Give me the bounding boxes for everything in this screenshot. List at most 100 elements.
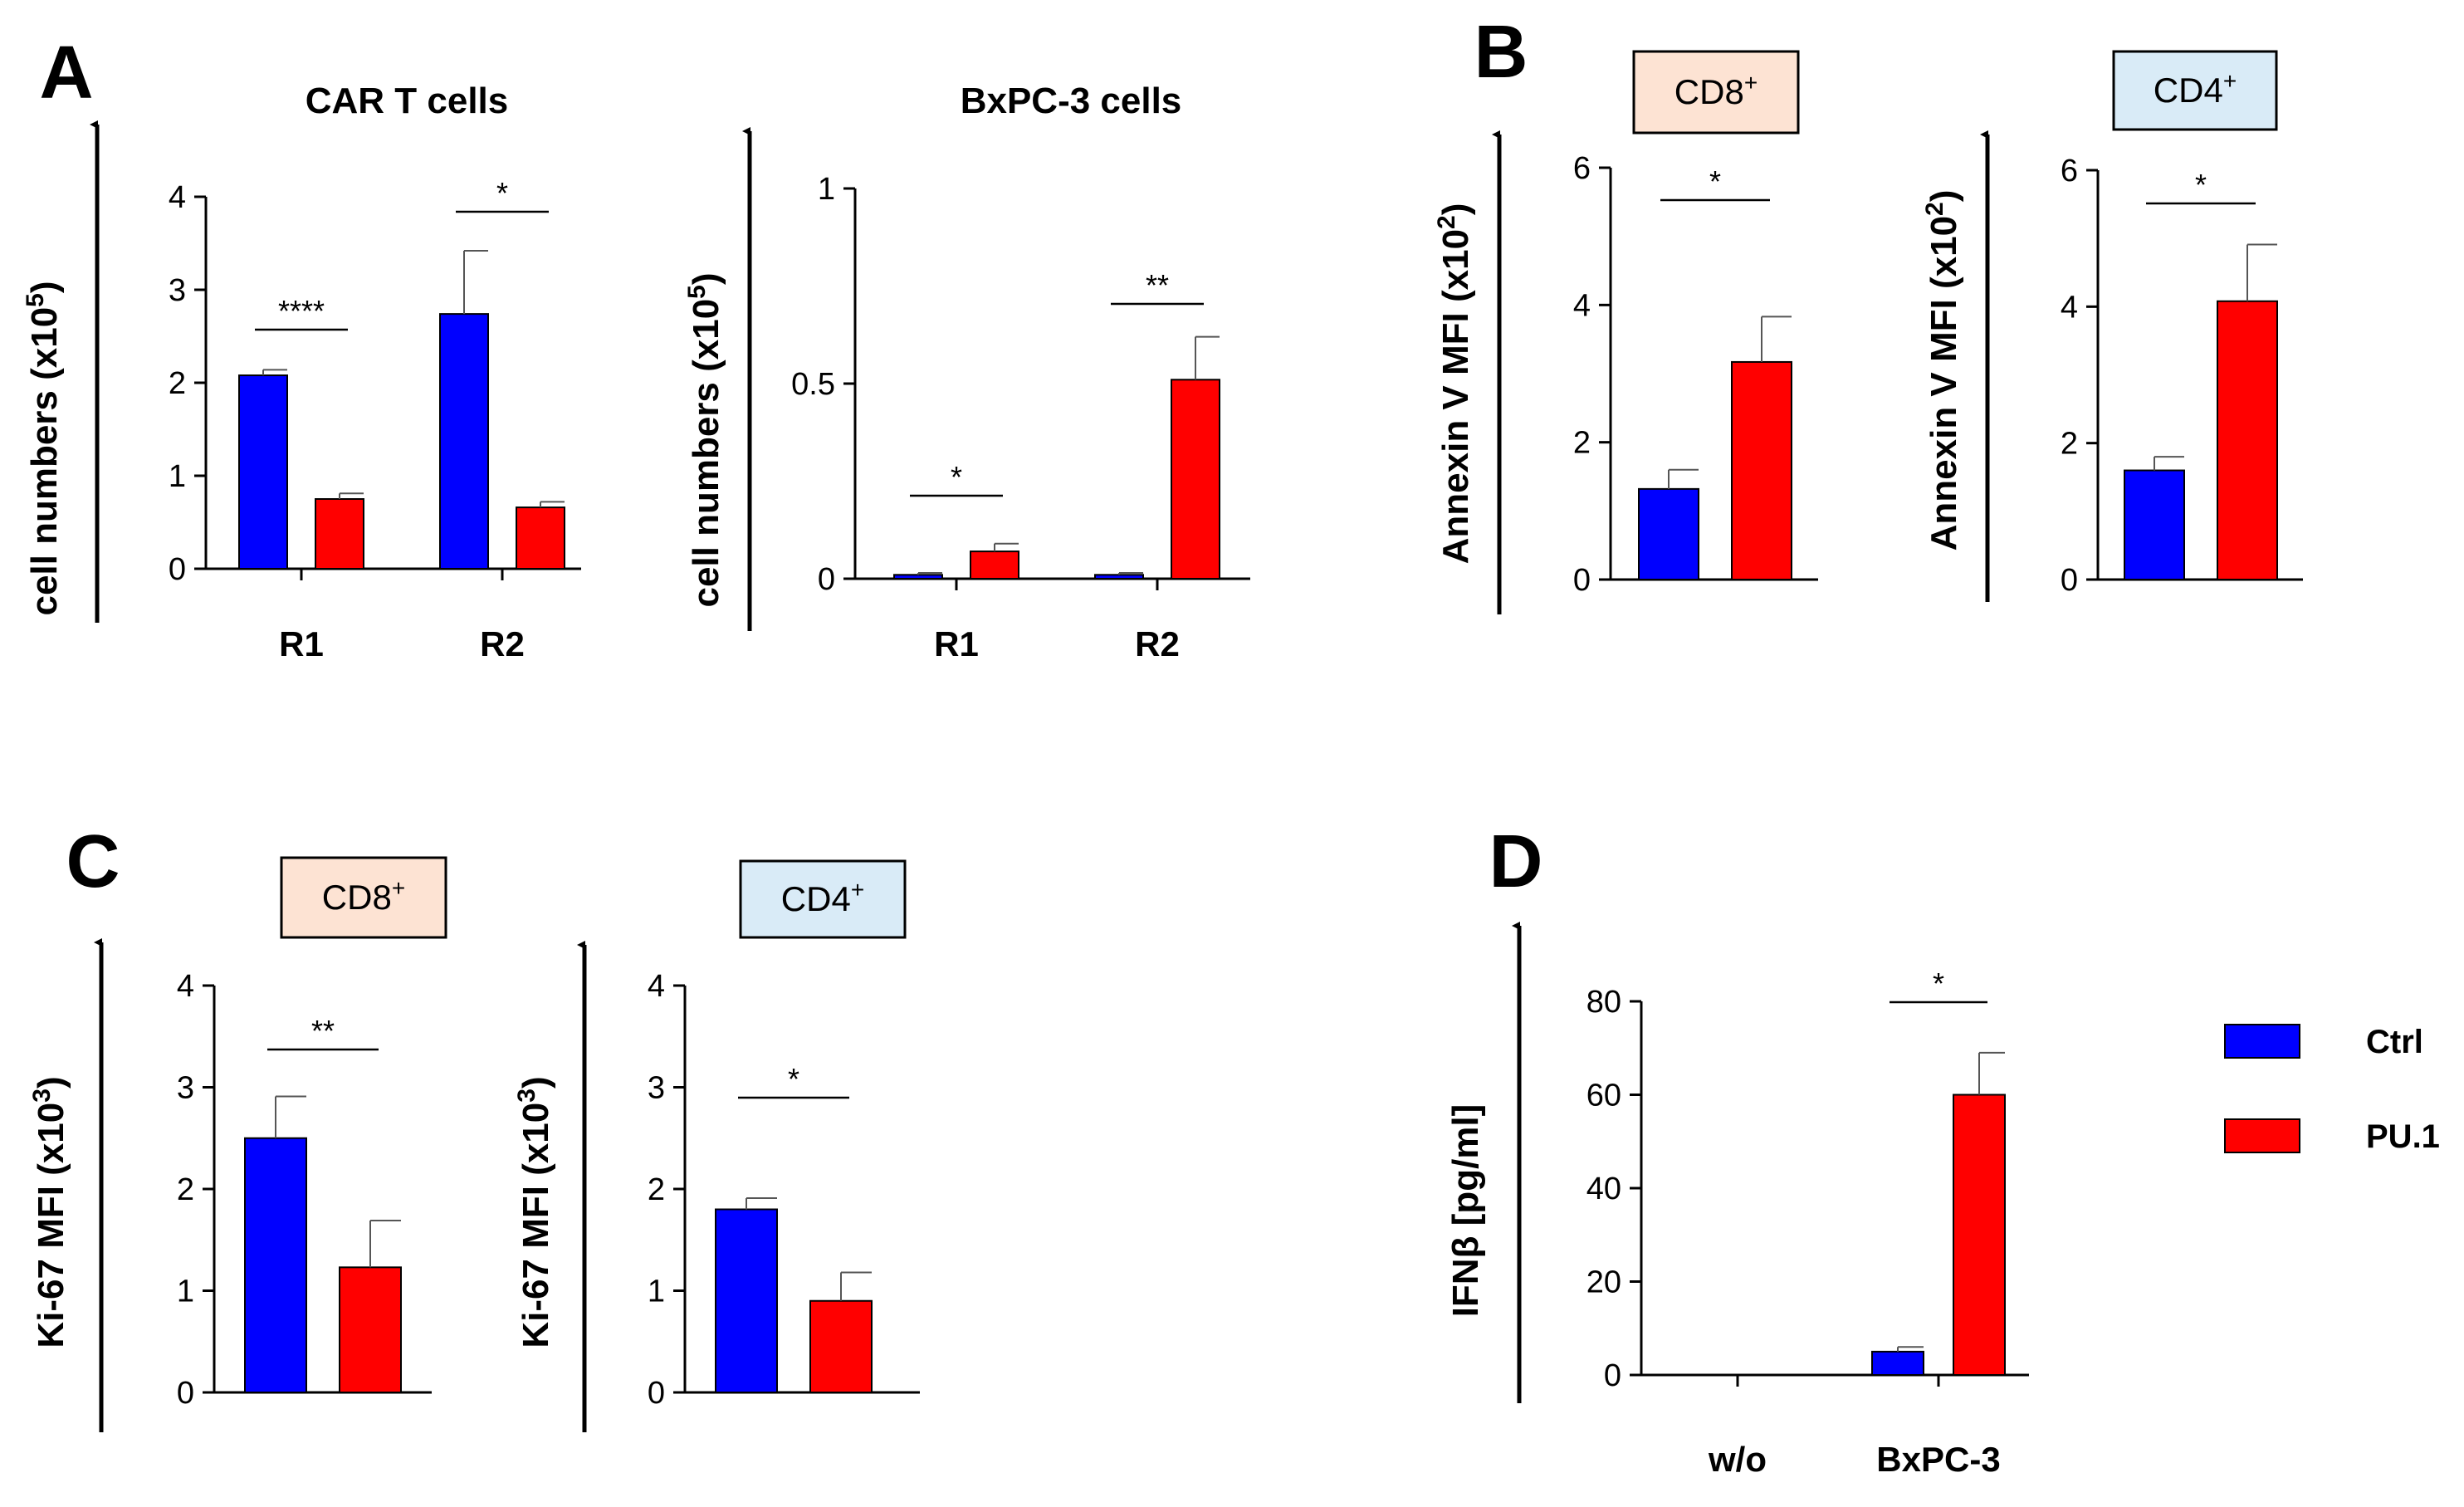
y-tick-label: 4 [648, 969, 665, 1004]
y-axis-label: Annexin V MFI (x102) [1921, 190, 1964, 551]
significance-label: ** [1146, 268, 1169, 302]
y-tick-label: 0.5 [791, 367, 835, 402]
significance-label: * [951, 460, 962, 494]
y-tick-label: 80 [1586, 985, 1621, 1020]
y-tick-label: 1 [648, 1275, 665, 1309]
y-tick-label: 0 [177, 1376, 194, 1411]
y-axis-label: Annexin V MFI (x102) [1433, 203, 1476, 565]
y-tick-label: 0 [169, 552, 186, 587]
chart-title: CAR T cells [306, 81, 509, 121]
bar-pu1 [970, 550, 1019, 580]
subset-label: CD4+ [781, 877, 864, 918]
y-axis-label: Ki-67 MFI (x103) [28, 1076, 71, 1348]
bar-ctrl [238, 374, 288, 570]
x-category-label: R1 [279, 624, 324, 663]
y-tick-label: 2 [648, 1172, 665, 1207]
y-tick-label: 2 [2061, 427, 2078, 462]
chart-7: D IFNβ [pg/ml] 0 20 40 60 80 w/o * BxPC-3 [1445, 820, 2029, 1479]
subset-label: CD8+ [322, 875, 405, 917]
y-tick-label: 1 [177, 1275, 194, 1309]
y-tick-label: 3 [169, 273, 186, 308]
bar-ctrl [1871, 1350, 1924, 1376]
y-tick-label: 40 [1586, 1172, 1621, 1206]
y-tick-label: 2 [177, 1172, 194, 1207]
chart-3: B CD8+ Annexin V MFI (x102) 0 2 4 6 * [1433, 11, 1818, 614]
y-tick-label: 4 [1573, 288, 1591, 323]
y-tick-label: 20 [1586, 1265, 1621, 1300]
bar-pu1 [1731, 360, 1792, 580]
y-axis-label: cell numbers (x105) [683, 272, 726, 607]
subset-box [2112, 50, 2278, 131]
x-category-label: w/o [1708, 1440, 1767, 1479]
panel-letter: A [40, 32, 94, 115]
bar-ctrl [244, 1137, 307, 1393]
chart-title: BxPC-3 cells [961, 81, 1182, 121]
chart-5: C CD8+ Ki-67 MFI (x103) 0 1 2 3 4 ** [28, 820, 447, 1432]
significance-label: * [2195, 168, 2207, 202]
y-tick-label: 1 [818, 172, 835, 207]
y-tick-label: 0 [1604, 1358, 1621, 1393]
y-tick-label: 4 [169, 180, 186, 215]
legend-item-pu1: PU.1 [2224, 1118, 2440, 1155]
y-axis-label: cell numbers (x105) [22, 281, 65, 615]
bar-ctrl [715, 1208, 778, 1393]
y-tick-label: 6 [1573, 151, 1591, 186]
y-tick-label: 2 [1573, 426, 1591, 461]
bar-ctrl [439, 313, 489, 570]
panel-letter: C [66, 820, 120, 903]
y-tick-label: 6 [2061, 154, 2078, 188]
bar-pu1 [2217, 300, 2278, 580]
y-tick-label: 0 [648, 1376, 665, 1411]
significance-label: * [1709, 164, 1721, 198]
bar-ctrl [2124, 469, 2185, 580]
bar-ctrl [1638, 487, 1699, 581]
x-category-label: BxPC-3 [1876, 1440, 2000, 1479]
subset-label: CD4+ [2154, 68, 2237, 110]
chart-4: CD4+ Annexin V MFI (x102) 0 2 4 6 * [1921, 50, 2303, 602]
panel-letter: B [1474, 11, 1528, 94]
y-tick-label: 4 [2061, 290, 2078, 325]
bar-ctrl [1094, 574, 1144, 580]
bar-ctrl [893, 574, 943, 580]
significance-label: * [1933, 966, 1944, 1001]
y-axis-label: Ki-67 MFI (x103) [513, 1076, 556, 1348]
subset-box [1632, 50, 1800, 135]
legend-item-ctrl: Ctrl [2224, 1024, 2423, 1060]
x-category-label: R2 [480, 624, 525, 663]
significance-label: **** [278, 294, 325, 328]
legend-swatch [2224, 1024, 2300, 1059]
y-tick-label: 1 [169, 459, 186, 494]
bar-pu1 [1953, 1094, 2006, 1376]
significance-label: ** [311, 1014, 335, 1048]
significance-label: * [496, 176, 508, 210]
legend-label: Ctrl [2366, 1024, 2423, 1060]
x-category-label: R1 [934, 624, 979, 663]
subset-box [739, 859, 907, 939]
bar-pu1 [315, 498, 364, 570]
bar-pu1 [1171, 379, 1220, 580]
bar-pu1 [339, 1266, 402, 1393]
x-category-label: R2 [1135, 624, 1180, 663]
y-tick-label: 60 [1586, 1079, 1621, 1113]
y-tick-label: 0 [818, 562, 835, 597]
chart-2: BxPC-3 cells cell numbers (x105) 0 0.5 1 * R1 *… [683, 81, 1250, 663]
subset-label: CD8+ [1674, 70, 1758, 111]
chart-6: CD4+ Ki-67 MFI (x103) 0 1 2 3 4 * [513, 859, 920, 1432]
y-axis-label: IFNβ [pg/ml] [1445, 1104, 1486, 1318]
subset-box [280, 856, 447, 939]
y-tick-label: 3 [648, 1071, 665, 1106]
legend: Ctrl PU.1 [2224, 1024, 2440, 1155]
bar-pu1 [809, 1299, 873, 1393]
significance-label: * [788, 1062, 799, 1096]
legend-swatch [2224, 1118, 2300, 1153]
y-tick-label: 4 [177, 969, 194, 1004]
bar-pu1 [516, 506, 565, 570]
y-tick-label: 3 [177, 1071, 194, 1106]
y-tick-label: 0 [2061, 563, 2078, 598]
legend-label: PU.1 [2366, 1118, 2440, 1155]
panel-letter: D [1489, 820, 1543, 903]
y-tick-label: 2 [169, 366, 186, 401]
y-tick-label: 0 [1573, 563, 1591, 598]
